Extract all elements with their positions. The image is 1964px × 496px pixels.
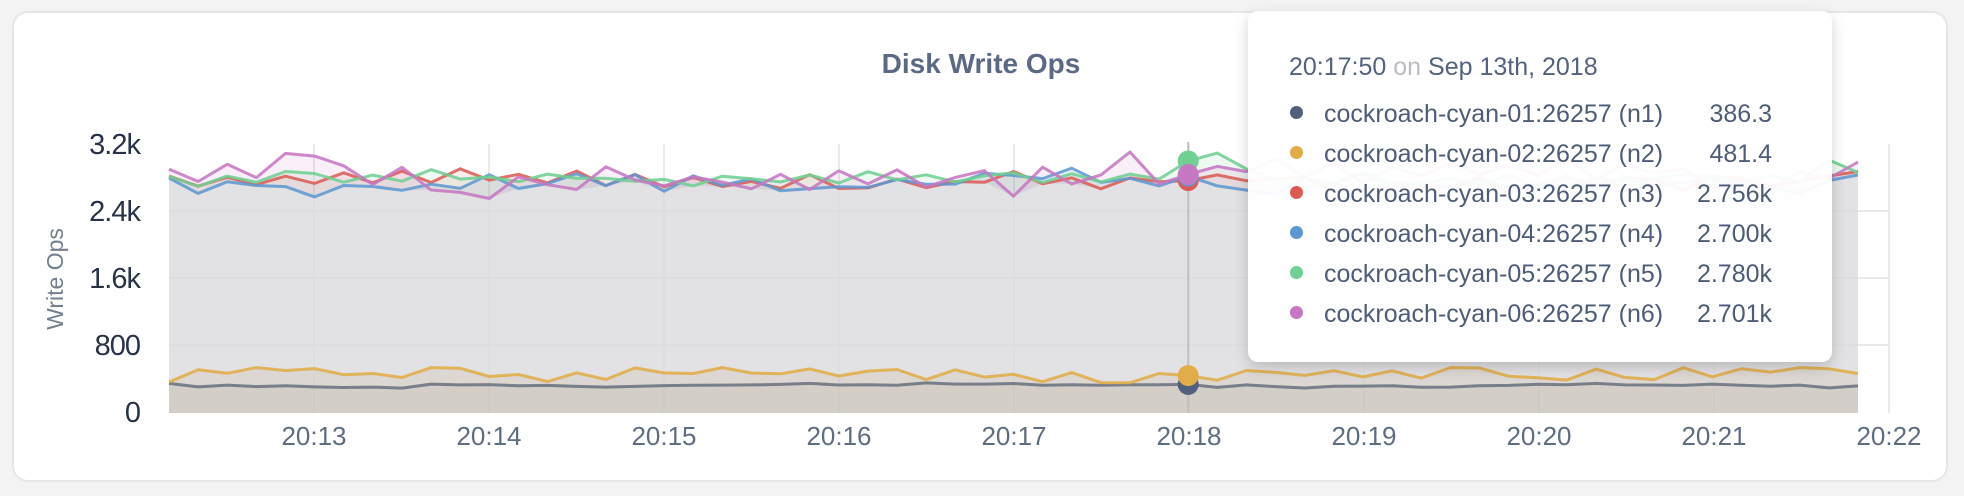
svg-text:0: 0: [125, 397, 140, 429]
svg-text:20:15: 20:15: [631, 421, 696, 451]
svg-text:20:17: 20:17: [981, 421, 1046, 451]
svg-text:20:21: 20:21: [1681, 421, 1746, 451]
svg-text:Disk Write Ops: Disk Write Ops: [882, 48, 1081, 79]
svg-text:Write Ops: Write Ops: [42, 228, 68, 330]
svg-text:20:19: 20:19: [1331, 421, 1396, 451]
svg-text:3.2k: 3.2k: [89, 129, 141, 161]
svg-text:20:18: 20:18: [1156, 421, 1221, 451]
svg-text:2.4k: 2.4k: [89, 196, 141, 228]
svg-text:20:16: 20:16: [806, 421, 871, 451]
svg-text:20:14: 20:14: [456, 421, 521, 451]
svg-text:20:22: 20:22: [1856, 421, 1921, 451]
svg-text:800: 800: [95, 330, 140, 362]
svg-text:1.6k: 1.6k: [89, 263, 141, 295]
svg-text:20:20: 20:20: [1506, 421, 1571, 451]
svg-text:20:13: 20:13: [281, 421, 346, 451]
